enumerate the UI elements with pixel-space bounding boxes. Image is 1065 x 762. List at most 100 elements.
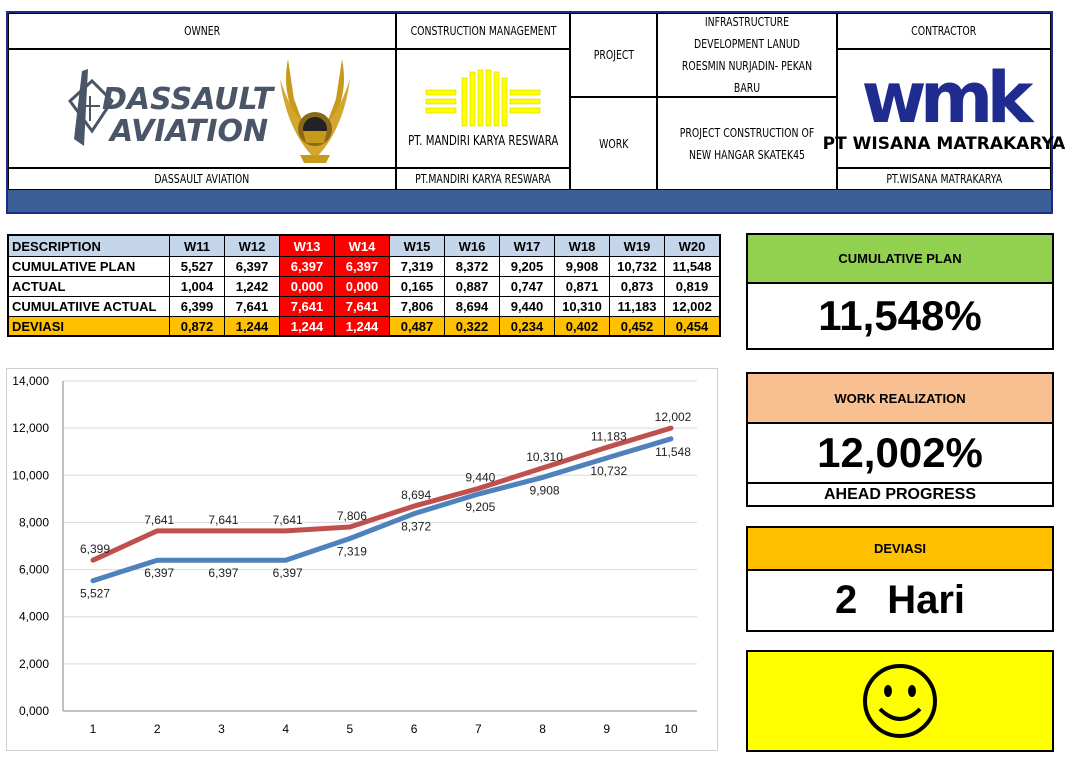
data-point xyxy=(220,559,223,562)
y-tick-label: 4,000 xyxy=(19,610,49,624)
cm-logo-cell: PT. MANDIRI KARYA RESWARA xyxy=(396,49,570,168)
data-point xyxy=(477,487,480,490)
table-row: CUMULATIIVE ACTUAL 6,399 7,641 7,641 7,641 7,… xyxy=(7,296,721,317)
table-cell: 10,732 xyxy=(609,256,665,277)
owner-label: OWNER xyxy=(183,24,221,38)
project-value-cell: INFRASTRUCTURE DEVELOPMENT LANUD ROESMIN… xyxy=(657,13,837,97)
table-cell: 7,641 xyxy=(224,296,280,317)
y-tick-label: 10,000 xyxy=(12,468,49,482)
cumulative-plan-panel: CUMULATIVE PLAN 11,548% xyxy=(746,233,1054,350)
x-tick-label: 1 xyxy=(90,722,97,736)
y-tick-label: 8,000 xyxy=(19,515,49,529)
header-bar xyxy=(8,190,1051,212)
cumulative-plan-title: CUMULATIVE PLAN xyxy=(748,235,1052,284)
table-cell: 9,440 xyxy=(499,296,555,317)
x-tick-label: 5 xyxy=(347,722,354,736)
data-label: 12,002 xyxy=(655,410,692,424)
table-cell: W17 xyxy=(499,234,555,257)
table-cell: 1,244 xyxy=(224,316,280,337)
data-point xyxy=(156,559,159,562)
table-cell: 9,908 xyxy=(554,256,610,277)
data-point xyxy=(670,427,672,430)
series-line-actual xyxy=(90,425,674,563)
table-cell: W14 xyxy=(334,234,390,257)
table-cell: W12 xyxy=(224,234,280,257)
table-cell: 7,319 xyxy=(389,256,445,277)
progress-chart-svg: 0,000 2,000 4,000 6,000 8,000 10,000 12,000 14,… xyxy=(12,374,697,736)
contractor-label: CONTRACTOR xyxy=(911,24,977,38)
data-label: 10,732 xyxy=(590,464,627,478)
table-cell: 0,819 xyxy=(664,276,721,297)
project-label: PROJECT xyxy=(593,48,634,62)
table-cell: 1,004 xyxy=(169,276,225,297)
table-cell: 1,242 xyxy=(224,276,280,297)
data-label: 7,641 xyxy=(208,513,238,527)
progress-chart: 0,000 2,000 4,000 6,000 8,000 10,000 12,000 14,… xyxy=(6,368,718,751)
owner-label-cell: OWNER xyxy=(8,13,396,49)
cumulative-plan-value: 11,548% xyxy=(818,292,982,339)
data-point xyxy=(284,529,287,532)
table-cell: 0,871 xyxy=(554,276,610,297)
deviasi-unit: Hari xyxy=(887,578,966,622)
table-cell: 0,487 xyxy=(389,316,445,337)
table-cell: W16 xyxy=(444,234,500,257)
row-label: CUMULATIVE PLAN xyxy=(7,256,170,277)
data-label: 7,319 xyxy=(337,544,367,558)
data-point xyxy=(605,446,608,449)
table-cell: 7,641 xyxy=(279,296,335,317)
table-cell: 11,548 xyxy=(664,256,721,277)
progress-table: DESCRIPTION W11 W12 W13 W14 W15 W16 W17 W18 W19 W2… xyxy=(7,234,721,337)
cm-logo-text: PT. MANDIRI KARYA RESWARA xyxy=(407,134,559,149)
data-label: 5,527 xyxy=(80,587,110,601)
work-label-cell: WORK xyxy=(570,97,657,190)
table-row: CUMULATIVE PLAN 5,527 6,397 6,397 6,397 7,319… xyxy=(7,256,721,277)
table-cell: 1,244 xyxy=(334,316,390,337)
table-cell: 0,165 xyxy=(389,276,445,297)
data-label: 7,806 xyxy=(337,509,367,523)
data-point xyxy=(156,529,159,532)
y-tick-label: 14,000 xyxy=(12,374,49,388)
row-label: DEVIASI xyxy=(7,316,170,337)
data-label: 6,399 xyxy=(80,542,110,556)
contractor-logo-name: PT WISANA MATRAKARYA xyxy=(822,133,1065,154)
x-tick-label: 7 xyxy=(475,722,482,736)
table-row: DEVIASI 0,872 1,244 1,244 1,244 0,487 0,322 0,2… xyxy=(7,316,721,337)
data-label: 6,397 xyxy=(273,566,303,580)
table-cell: 0,234 xyxy=(499,316,555,337)
data-point xyxy=(670,437,672,440)
deviasi-title: DEVIASI xyxy=(748,528,1052,571)
data-label: 9,205 xyxy=(465,500,495,514)
table-cell: 5,527 xyxy=(169,256,225,277)
data-point xyxy=(541,476,544,479)
x-tick-label: 10 xyxy=(664,722,678,736)
x-tick-label: 2 xyxy=(154,722,161,736)
progress-status: AHEAD PROGRESS xyxy=(823,485,977,503)
y-tick-label: 6,000 xyxy=(19,563,49,577)
contractor-label-cell: CONTRACTOR xyxy=(837,13,1051,49)
cm-label: CONSTRUCTION MANAGEMENT xyxy=(410,24,556,38)
table-cell: W13 xyxy=(279,234,335,257)
owner-logo-text-2: AVIATION xyxy=(108,114,268,149)
table-cell: 0,322 xyxy=(444,316,500,337)
owner-name: DASSAULT AVIATION xyxy=(154,172,250,186)
data-label: 6,397 xyxy=(208,566,238,580)
table-cell: 0,000 xyxy=(334,276,390,297)
y-tick-label: 2,000 xyxy=(19,657,49,671)
smiley-icon xyxy=(863,664,937,738)
row-label: DESCRIPTION xyxy=(7,234,170,257)
data-label: 10,310 xyxy=(526,450,563,464)
data-label: 9,908 xyxy=(530,483,560,497)
table-cell: 0,747 xyxy=(499,276,555,297)
y-tick-label: 12,000 xyxy=(12,421,49,435)
x-tick-label: 8 xyxy=(539,722,546,736)
data-point xyxy=(348,526,351,529)
row-label: CUMULATIIVE ACTUAL xyxy=(7,296,170,317)
owner-name-cell: DASSAULT AVIATION xyxy=(8,168,396,190)
table-row: ACTUAL 1,004 1,242 0,000 0,000 0,165 0,887 0,74… xyxy=(7,276,721,297)
data-label: 8,372 xyxy=(401,520,431,534)
row-label: ACTUAL xyxy=(7,276,170,297)
table-cell: 6,399 xyxy=(169,296,225,317)
data-point xyxy=(541,466,544,469)
data-label: 9,440 xyxy=(465,470,495,484)
data-point xyxy=(477,493,480,496)
